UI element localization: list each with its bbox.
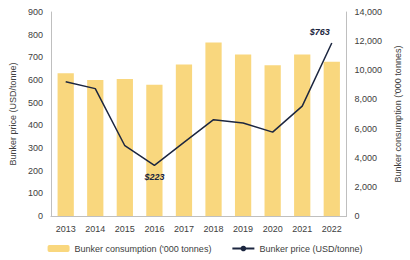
svg-text:2015: 2015 xyxy=(115,224,135,234)
svg-text:2021: 2021 xyxy=(292,224,312,234)
svg-text:700: 700 xyxy=(28,52,43,62)
svg-text:12,000: 12,000 xyxy=(355,36,383,46)
svg-text:400: 400 xyxy=(28,120,43,130)
svg-text:2013: 2013 xyxy=(56,224,76,234)
svg-text:2016: 2016 xyxy=(144,224,164,234)
svg-text:2019: 2019 xyxy=(233,224,253,234)
svg-text:2018: 2018 xyxy=(204,224,224,234)
svg-text:300: 300 xyxy=(28,143,43,153)
svg-text:Bunker consumption ('000 tonne: Bunker consumption ('000 tonnes) xyxy=(393,46,403,183)
svg-text:100: 100 xyxy=(28,188,43,198)
svg-text:Bunker price (USD/tonne): Bunker price (USD/tonne) xyxy=(8,62,18,165)
svg-text:500: 500 xyxy=(28,98,43,108)
svg-text:Bunker consumption ('000 tonne: Bunker consumption ('000 tonnes) xyxy=(75,244,212,254)
svg-text:800: 800 xyxy=(28,30,43,40)
svg-text:8,000: 8,000 xyxy=(355,94,378,104)
svg-text:2017: 2017 xyxy=(174,224,194,234)
svg-text:4,000: 4,000 xyxy=(355,153,378,163)
svg-text:600: 600 xyxy=(28,75,43,85)
svg-text:2,000: 2,000 xyxy=(355,182,378,192)
svg-text:6,000: 6,000 xyxy=(355,124,378,134)
svg-text:$763: $763 xyxy=(309,27,330,37)
svg-text:$223: $223 xyxy=(143,172,164,182)
svg-text:2020: 2020 xyxy=(263,224,283,234)
svg-text:0: 0 xyxy=(355,211,360,221)
svg-text:10,000: 10,000 xyxy=(355,65,383,75)
svg-text:0: 0 xyxy=(38,211,43,221)
svg-text:2014: 2014 xyxy=(85,224,105,234)
svg-text:2022: 2022 xyxy=(322,224,342,234)
svg-text:14,000: 14,000 xyxy=(355,7,383,17)
svg-text:900: 900 xyxy=(28,7,43,17)
svg-text:Bunker price (USD/tonne): Bunker price (USD/tonne) xyxy=(259,244,362,254)
svg-text:200: 200 xyxy=(28,166,43,176)
